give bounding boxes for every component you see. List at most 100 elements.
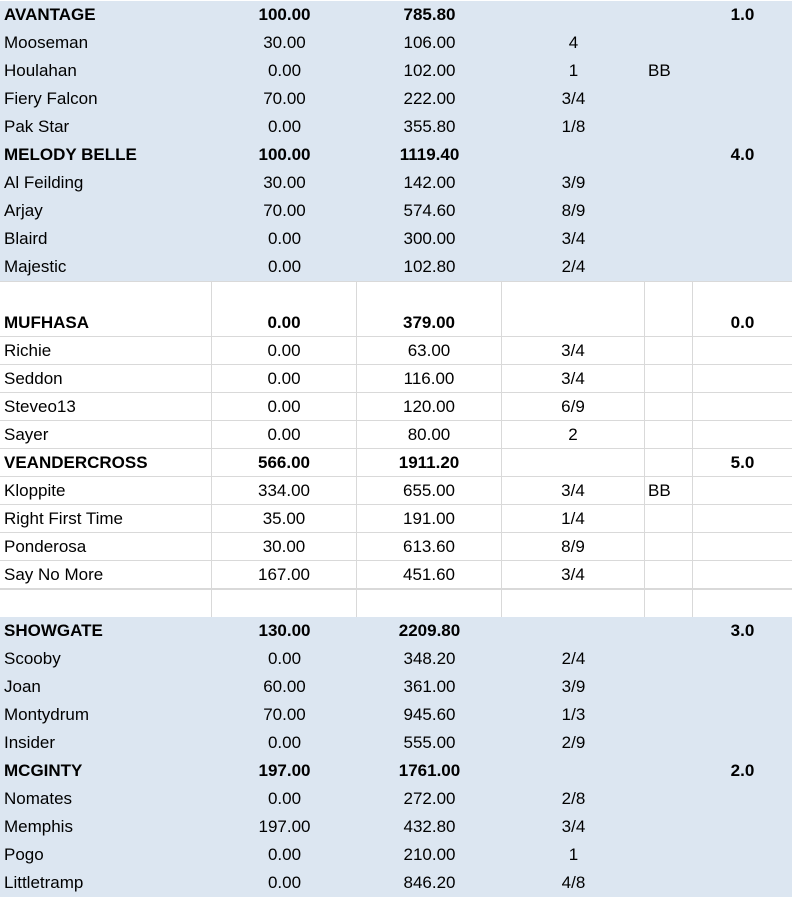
player-name-cell[interactable]: Say No More xyxy=(0,561,212,589)
player-ratio-cell[interactable]: 8/9 xyxy=(561,201,586,220)
empty-cell[interactable] xyxy=(212,590,357,618)
empty-cell[interactable] xyxy=(645,282,693,310)
team-score-cell[interactable]: 130.00 xyxy=(258,621,311,640)
player-score-cell[interactable]: 30.00 xyxy=(263,173,306,192)
player-flag-cell[interactable] xyxy=(645,785,693,813)
player-ratio-cell[interactable]: 1 xyxy=(568,61,579,80)
player-name-cell[interactable]: Mooseman xyxy=(4,33,89,52)
player-score-cell[interactable]: 70.00 xyxy=(263,705,306,724)
player-total-cell[interactable]: 355.80 xyxy=(403,117,456,136)
team-ratio-cell[interactable] xyxy=(502,309,645,337)
player-name-cell[interactable]: Nomates xyxy=(4,789,73,808)
player-rank-cell[interactable] xyxy=(693,169,792,197)
player-name-cell[interactable]: Richie xyxy=(0,337,212,365)
player-ratio-cell[interactable]: 3/4 xyxy=(502,477,645,505)
player-score-cell[interactable]: 0.00 xyxy=(267,229,302,248)
player-score-cell[interactable]: 0.00 xyxy=(267,117,302,136)
team-name-cell[interactable]: MELODY BELLE xyxy=(4,145,137,164)
player-score-cell[interactable]: 0.00 xyxy=(212,337,357,365)
player-flag-cell[interactable]: BB xyxy=(648,61,671,80)
team-ratio-cell[interactable] xyxy=(502,1,645,29)
player-name-cell[interactable]: Montydrum xyxy=(4,705,90,724)
player-flag-cell[interactable] xyxy=(645,869,693,897)
player-rank-cell[interactable] xyxy=(693,197,792,225)
player-ratio-cell[interactable]: 6/9 xyxy=(502,393,645,421)
player-name-cell[interactable]: Right First Time xyxy=(0,505,212,533)
player-flag-cell[interactable] xyxy=(645,729,693,757)
player-score-cell[interactable]: 0.00 xyxy=(267,257,302,276)
player-name-cell[interactable]: Houlahan xyxy=(4,61,77,80)
player-score-cell[interactable]: 197.00 xyxy=(258,817,311,836)
player-name-cell[interactable]: Arjay xyxy=(4,201,43,220)
team-score-cell[interactable]: 0.00 xyxy=(212,309,357,337)
player-flag-cell[interactable] xyxy=(645,813,693,841)
team-total-cell[interactable]: 1761.00 xyxy=(398,761,461,780)
empty-cell[interactable] xyxy=(693,590,792,618)
team-name-cell[interactable]: SHOWGATE xyxy=(4,621,103,640)
player-ratio-cell[interactable]: 3/9 xyxy=(561,677,586,696)
player-ratio-cell[interactable]: 4 xyxy=(568,33,579,52)
team-ratio-cell[interactable] xyxy=(502,617,645,645)
player-name-cell[interactable]: Kloppite xyxy=(0,477,212,505)
team-rank-cell[interactable]: 0.0 xyxy=(693,309,792,337)
player-score-cell[interactable]: 30.00 xyxy=(263,33,306,52)
player-rank-cell[interactable] xyxy=(693,533,792,561)
player-rank-cell[interactable] xyxy=(693,561,792,589)
team-rank-cell[interactable]: 4.0 xyxy=(730,145,755,164)
player-score-cell[interactable]: 70.00 xyxy=(263,89,306,108)
player-name-cell[interactable]: Fiery Falcon xyxy=(4,89,98,108)
player-flag-cell[interactable] xyxy=(645,673,693,701)
player-total-cell[interactable]: 348.20 xyxy=(403,649,456,668)
player-total-cell[interactable]: 361.00 xyxy=(403,677,456,696)
player-name-cell[interactable]: Sayer xyxy=(0,421,212,449)
player-ratio-cell[interactable]: 2/8 xyxy=(561,789,586,808)
player-flag-cell[interactable] xyxy=(645,169,693,197)
team-flag-cell[interactable] xyxy=(645,309,693,337)
player-score-cell[interactable]: 0.00 xyxy=(267,649,302,668)
player-rank-cell[interactable] xyxy=(693,645,792,673)
player-ratio-cell[interactable]: 3/9 xyxy=(561,173,586,192)
team-flag-cell[interactable] xyxy=(645,449,693,477)
team-name-cell[interactable]: MCGINTY xyxy=(4,761,83,780)
player-score-cell[interactable]: 167.00 xyxy=(212,561,357,589)
player-flag-cell[interactable] xyxy=(645,561,693,589)
empty-cell[interactable] xyxy=(693,282,792,310)
player-name-cell[interactable]: Steveo13 xyxy=(0,393,212,421)
player-rank-cell[interactable] xyxy=(693,505,792,533)
team-flag-cell[interactable] xyxy=(645,141,693,169)
player-total-cell[interactable]: 63.00 xyxy=(357,337,502,365)
player-total-cell[interactable]: 846.20 xyxy=(403,873,456,892)
team-ratio-cell[interactable] xyxy=(502,757,645,785)
player-ratio-cell[interactable]: 1/8 xyxy=(561,117,586,136)
player-ratio-cell[interactable]: 3/4 xyxy=(502,365,645,393)
player-rank-cell[interactable] xyxy=(693,365,792,393)
player-ratio-cell[interactable]: 2/4 xyxy=(561,649,586,668)
player-flag-cell[interactable] xyxy=(645,841,693,869)
player-total-cell[interactable]: 451.60 xyxy=(357,561,502,589)
player-total-cell[interactable]: 222.00 xyxy=(403,89,456,108)
player-score-cell[interactable]: 30.00 xyxy=(212,533,357,561)
player-name-cell[interactable]: Insider xyxy=(4,733,56,752)
player-flag-cell[interactable] xyxy=(645,505,693,533)
player-name-cell[interactable]: Blaird xyxy=(4,229,48,248)
team-total-cell[interactable]: 1119.40 xyxy=(399,145,460,164)
player-name-cell[interactable]: Littletramp xyxy=(4,873,84,892)
player-score-cell[interactable]: 0.00 xyxy=(212,421,357,449)
player-flag-cell[interactable] xyxy=(645,113,693,141)
player-rank-cell[interactable] xyxy=(693,673,792,701)
team-total-cell[interactable]: 785.80 xyxy=(403,5,456,24)
player-rank-cell[interactable] xyxy=(693,113,792,141)
player-name-cell[interactable]: Majestic xyxy=(4,257,67,276)
player-ratio-cell[interactable]: 3/4 xyxy=(561,89,586,108)
player-rank-cell[interactable] xyxy=(693,253,792,281)
player-flag-cell[interactable] xyxy=(645,393,693,421)
player-name-cell[interactable]: Pogo xyxy=(4,845,44,864)
player-rank-cell[interactable] xyxy=(693,785,792,813)
player-ratio-cell[interactable]: 2 xyxy=(502,421,645,449)
player-ratio-cell[interactable]: 1 xyxy=(568,845,579,864)
empty-cell[interactable] xyxy=(0,590,212,618)
player-ratio-cell[interactable]: 3/4 xyxy=(502,337,645,365)
player-flag-cell[interactable] xyxy=(645,365,693,393)
player-total-cell[interactable]: 272.00 xyxy=(403,789,456,808)
player-total-cell[interactable]: 120.00 xyxy=(357,393,502,421)
